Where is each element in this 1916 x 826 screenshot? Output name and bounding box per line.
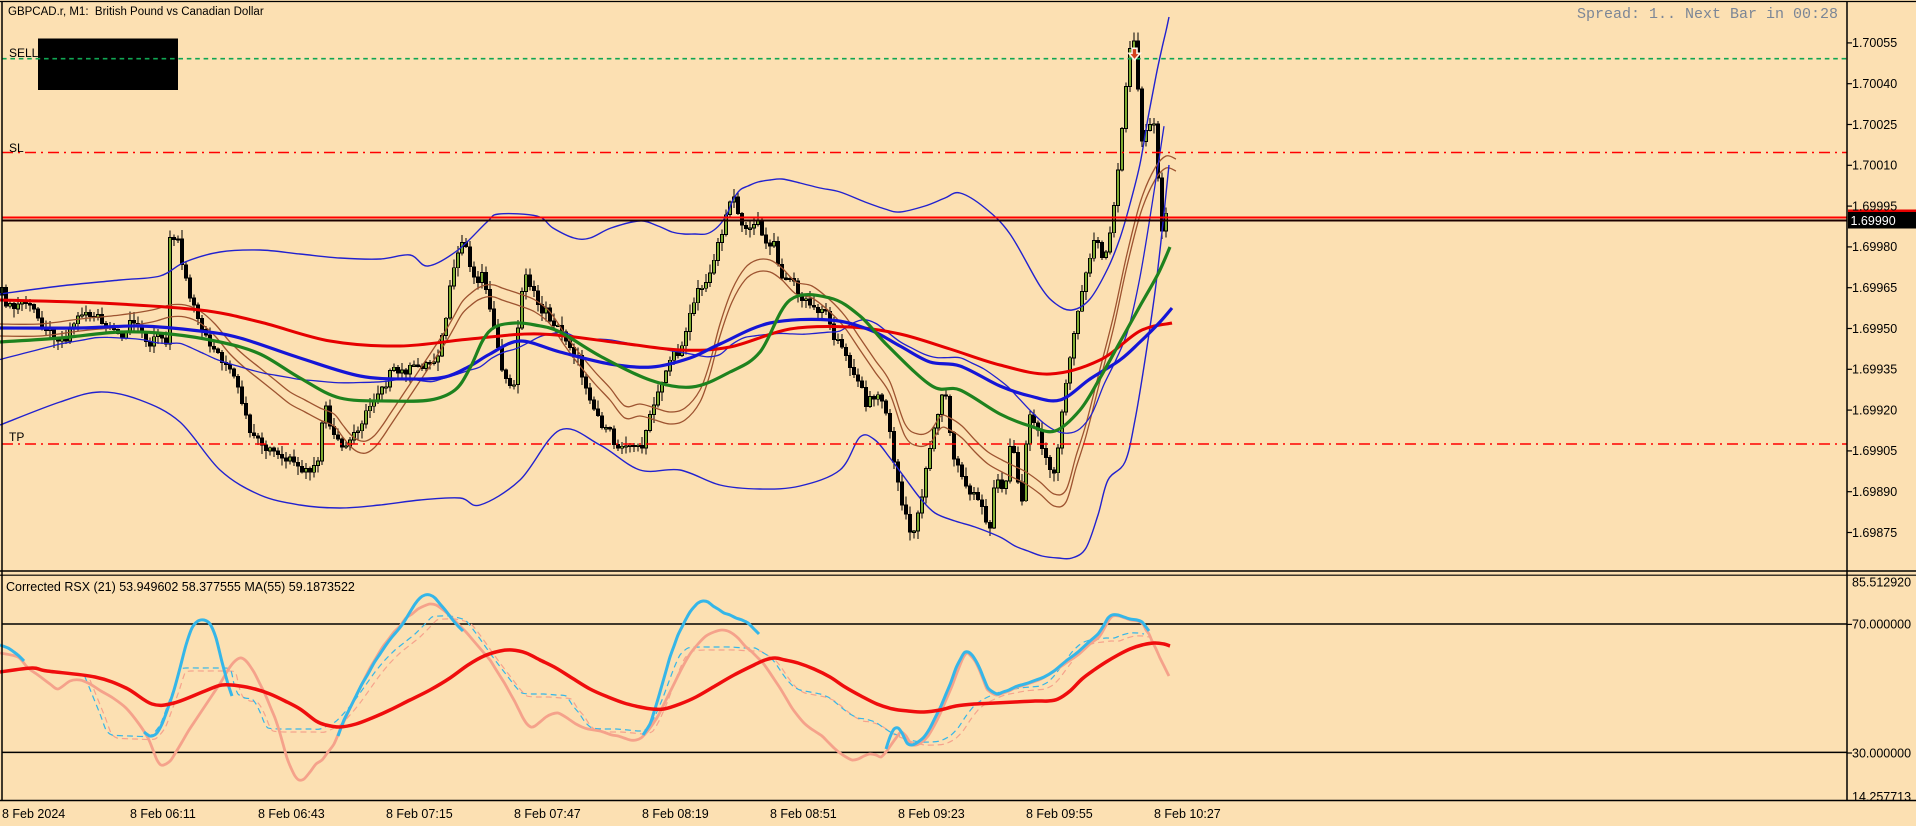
svg-text:Spread: 1.. Next Bar in 00:28: Spread: 1.. Next Bar in 00:28	[1577, 6, 1838, 23]
svg-text:8 Feb 09:23: 8 Feb 09:23	[898, 807, 965, 821]
svg-text:GBPCAD.r, M1: British Pound v: GBPCAD.r, M1: British Pound vs Canadian …	[8, 6, 264, 18]
svg-text:85.512920: 85.512920	[1852, 575, 1911, 589]
svg-text:8 Feb 09:55: 8 Feb 09:55	[1026, 807, 1093, 821]
svg-text:Corrected RSX (21) 53.949602 5: Corrected RSX (21) 53.949602 58.377555 M…	[6, 580, 355, 594]
svg-text:1.69990: 1.69990	[1851, 214, 1896, 228]
svg-text:SL: SL	[9, 141, 24, 155]
svg-text:1.69935: 1.69935	[1852, 363, 1897, 377]
svg-text:14.257713: 14.257713	[1852, 790, 1911, 804]
svg-text:8 Feb 06:11: 8 Feb 06:11	[130, 807, 196, 821]
svg-text:8 Feb 08:19: 8 Feb 08:19	[642, 807, 709, 821]
svg-text:8 Feb 10:27: 8 Feb 10:27	[1154, 807, 1221, 821]
svg-text:30.000000: 30.000000	[1852, 746, 1911, 760]
svg-text:1.69920: 1.69920	[1852, 403, 1897, 417]
svg-text:8 Feb 07:47: 8 Feb 07:47	[514, 807, 581, 821]
svg-text:8 Feb 07:15: 8 Feb 07:15	[386, 807, 453, 821]
svg-text:1.69905: 1.69905	[1852, 444, 1897, 458]
svg-text:1.70040: 1.70040	[1852, 77, 1897, 91]
svg-text:1.69995: 1.69995	[1852, 199, 1897, 213]
svg-text:TP: TP	[9, 430, 24, 444]
svg-text:8 Feb 08:51: 8 Feb 08:51	[770, 807, 837, 821]
svg-text:SELL: SELL	[9, 46, 39, 60]
svg-text:1.69980: 1.69980	[1852, 240, 1897, 254]
svg-text:1.70010: 1.70010	[1852, 159, 1897, 173]
svg-text:1.70055: 1.70055	[1852, 36, 1897, 50]
svg-text:1.69965: 1.69965	[1852, 281, 1897, 295]
svg-text:8 Feb 2024: 8 Feb 2024	[2, 807, 65, 821]
svg-text:1.70025: 1.70025	[1852, 118, 1897, 132]
svg-text:1.69950: 1.69950	[1852, 322, 1897, 336]
svg-text:70.000000: 70.000000	[1852, 618, 1911, 632]
svg-text:1.69875: 1.69875	[1852, 526, 1897, 540]
svg-text:1.69890: 1.69890	[1852, 485, 1897, 499]
svg-text:8 Feb 06:43: 8 Feb 06:43	[258, 807, 325, 821]
